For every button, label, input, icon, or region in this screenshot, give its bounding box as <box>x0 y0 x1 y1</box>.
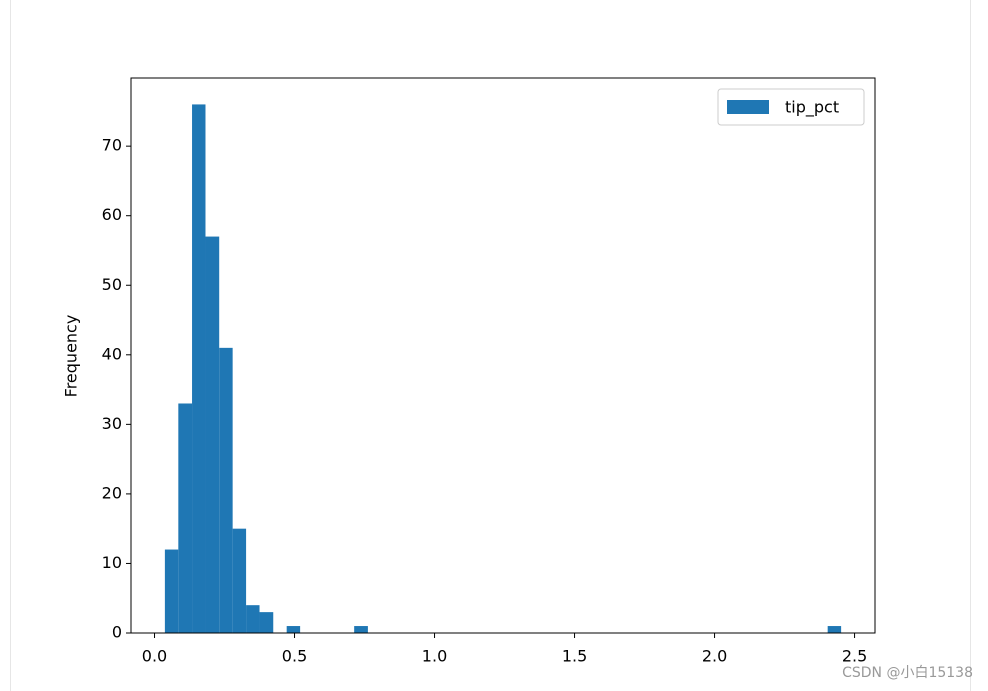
plot-frame <box>130 77 876 634</box>
y-tick-label: 50 <box>102 275 122 294</box>
watermark: CSDN @小白15138 <box>842 665 973 681</box>
legend-label: tip_pct <box>785 98 839 118</box>
bar <box>164 549 179 633</box>
x-tick-label: 2.5 <box>842 647 867 666</box>
bar <box>259 612 274 633</box>
x-tick-label: 1.5 <box>562 647 587 666</box>
y-tick-label: 60 <box>102 205 122 224</box>
y-tick-label: 40 <box>102 344 122 363</box>
x-tick-label: 2.0 <box>702 647 727 666</box>
bar <box>286 626 301 633</box>
bar <box>178 403 193 633</box>
bar <box>354 626 368 633</box>
y-tick-label: 0 <box>112 623 122 642</box>
y-tick-label: 70 <box>102 136 122 155</box>
x-tick-label: 0.0 <box>142 647 167 666</box>
x-tick-label: 1.0 <box>422 647 447 666</box>
bar <box>827 626 842 633</box>
bar <box>192 104 206 633</box>
y-axis-label: Frequency <box>62 315 81 398</box>
bar <box>205 236 220 634</box>
x-tick-label: 0.5 <box>282 647 307 666</box>
legend-box <box>717 88 865 126</box>
legend-swatch <box>727 100 769 114</box>
bar <box>219 347 233 633</box>
y-tick-label: 10 <box>102 553 122 572</box>
y-tick-label: 30 <box>102 414 122 433</box>
bar <box>246 605 260 633</box>
bar <box>232 528 247 633</box>
y-tick-label: 20 <box>102 483 122 502</box>
